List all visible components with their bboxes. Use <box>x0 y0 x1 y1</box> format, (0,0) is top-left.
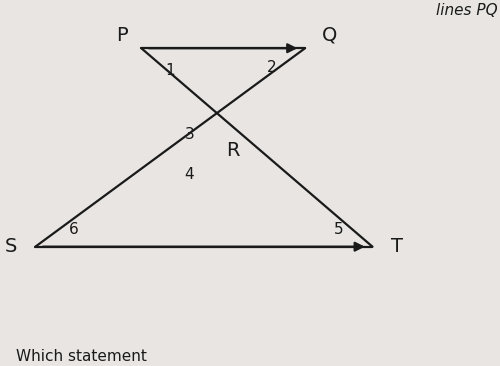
Text: 5: 5 <box>334 221 344 236</box>
Text: 6: 6 <box>69 221 79 236</box>
Text: 2: 2 <box>266 60 276 75</box>
Text: Q: Q <box>322 26 337 45</box>
Text: P: P <box>116 26 128 45</box>
Text: lines PQ: lines PQ <box>436 3 498 18</box>
Text: R: R <box>226 141 239 160</box>
Text: Which statement: Which statement <box>16 349 147 364</box>
Text: T: T <box>390 237 402 256</box>
Text: 1: 1 <box>166 63 175 78</box>
Text: 3: 3 <box>184 127 194 142</box>
Text: 4: 4 <box>184 167 194 182</box>
Text: S: S <box>5 237 18 256</box>
